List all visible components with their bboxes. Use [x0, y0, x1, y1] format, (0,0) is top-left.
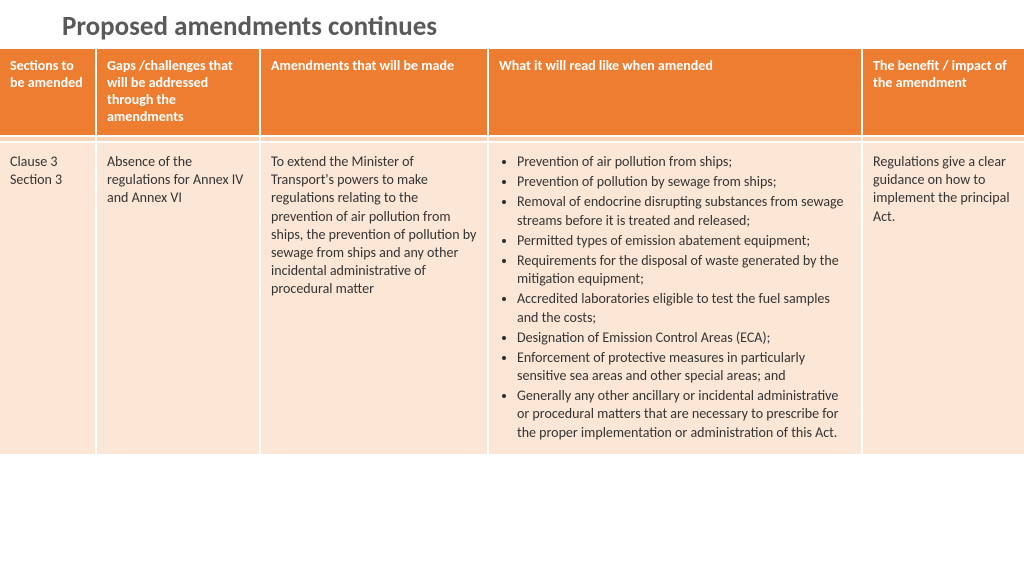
read-like-list: Prevention of air pollution from ships; P… — [499, 153, 851, 442]
amendments-table: Sections to be amended Gaps /challenges … — [0, 49, 1024, 454]
cell-sections: Clause 3 Section 3 — [0, 142, 96, 454]
col-header-sections: Sections to be amended — [0, 49, 96, 136]
cell-amendments: To extend the Minister of Transport's po… — [260, 142, 488, 454]
cell-readlike: Prevention of air pollution from ships; P… — [488, 142, 862, 454]
list-item: Permitted types of emission abatement eq… — [517, 232, 851, 250]
table-header-row: Sections to be amended Gaps /challenges … — [0, 49, 1024, 136]
list-item: Removal of endocrine disrupting substanc… — [517, 193, 851, 229]
table-row: Clause 3 Section 3 Absence of the regula… — [0, 142, 1024, 454]
list-item: Prevention of air pollution from ships; — [517, 153, 851, 171]
list-item: Accredited laboratories eligible to test… — [517, 290, 851, 326]
list-item: Prevention of pollution by sewage from s… — [517, 173, 851, 191]
col-header-benefit: The benefit / impact of the amendment — [862, 49, 1024, 136]
list-item: Enforcement of protective measures in pa… — [517, 349, 851, 385]
list-item: Designation of Emission Control Areas (E… — [517, 329, 851, 347]
col-header-readlike: What it will read like when amended — [488, 49, 862, 136]
cell-gaps: Absence of the regulations for Annex IV … — [96, 142, 260, 454]
page-title: Proposed amendments continues — [0, 0, 1024, 49]
col-header-gaps: Gaps /challenges that will be addressed … — [96, 49, 260, 136]
col-header-amendments: Amendments that will be made — [260, 49, 488, 136]
list-item: Requirements for the disposal of waste g… — [517, 252, 851, 288]
cell-benefit: Regulations give a clear guidance on how… — [862, 142, 1024, 454]
list-item: Generally any other ancillary or inciden… — [517, 387, 851, 442]
